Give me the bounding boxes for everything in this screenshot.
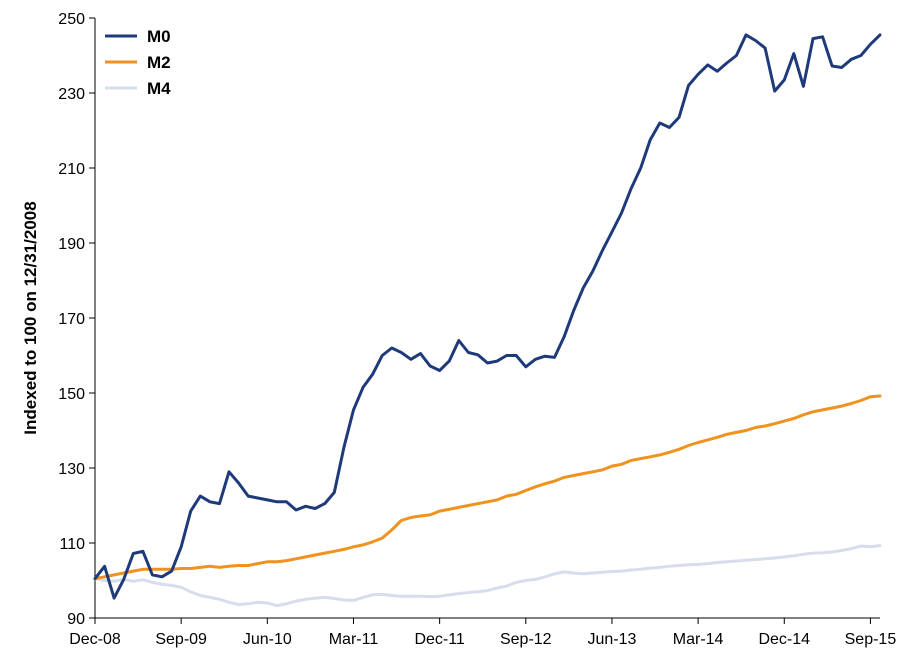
y-tick-label: 130 [58, 461, 85, 478]
series-line-m4 [93, 544, 882, 608]
series-line-m0 [93, 33, 882, 600]
x-tick-label: Sep-15 [845, 631, 897, 648]
y-tick-label: 210 [58, 161, 85, 178]
legend: M0 M2 M4 [105, 27, 171, 98]
y-tick-label: 170 [58, 311, 85, 328]
y-axis-ticks: 90 110 130 150 170 190 210 230 250 [58, 11, 95, 628]
legend-label-m2: M2 [147, 53, 171, 72]
y-tick-label: 190 [58, 236, 85, 253]
y-tick-label: 150 [58, 386, 85, 403]
x-tick-label: Sep-12 [500, 631, 552, 648]
x-tick-label: Mar-14 [673, 631, 724, 648]
y-tick-label: 230 [58, 86, 85, 103]
y-axis-title: Indexed to 100 on 12/31/2008 [21, 201, 40, 434]
x-tick-label: Jun-10 [243, 631, 292, 648]
x-tick-label: Dec-08 [69, 631, 121, 648]
x-tick-label: Dec-11 [414, 631, 464, 648]
legend-label-m4: M4 [147, 79, 171, 98]
y-tick-label: 110 [59, 536, 85, 553]
x-tick-label: Sep-09 [155, 631, 207, 648]
x-tick-label: Mar-11 [329, 631, 379, 648]
y-tick-label: 250 [58, 11, 85, 28]
legend-label-m0: M0 [147, 27, 171, 46]
x-axis-ticks: Dec-08 Sep-09 Jun-10 Mar-11 Dec-11 Sep-12 Jun-… [69, 618, 896, 648]
series-line-m2 [93, 394, 882, 581]
y-tick-label: 90 [67, 611, 85, 628]
x-tick-label: Dec-14 [758, 631, 810, 648]
x-tick-label: Jun-13 [587, 631, 636, 648]
series-lines [93, 33, 882, 608]
